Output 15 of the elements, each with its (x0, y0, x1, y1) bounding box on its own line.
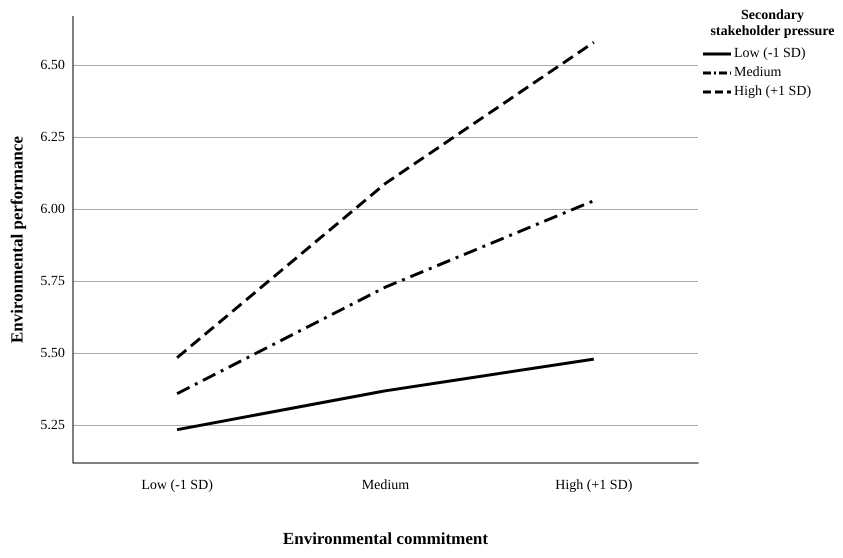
y-tick-label: 5.50 (40, 346, 65, 362)
y-tick-label: 6.50 (40, 58, 65, 74)
y-tick-label: 5.25 (40, 418, 65, 434)
x-axis-title: Environmental commitment (282, 529, 488, 548)
legend-label: Medium (734, 64, 782, 80)
y-axis-title: Environmental performance (8, 136, 27, 344)
y-tick-label: 6.25 (40, 130, 65, 146)
y-tick-label: 5.75 (40, 274, 65, 290)
y-tick-label: 6.00 (40, 202, 65, 218)
x-tick-label: Low (-1 SD) (141, 478, 214, 493)
legend-label: High (+1 SD) (734, 84, 812, 100)
x-tick-label: High (+1 SD) (555, 478, 633, 493)
legend-label: Low (-1 SD) (734, 46, 806, 62)
x-tick-label: Medium (362, 478, 410, 493)
legend-title: Secondary stakeholder pressure (709, 8, 836, 40)
